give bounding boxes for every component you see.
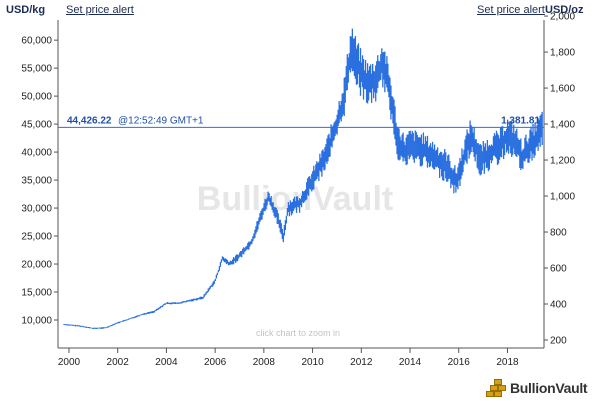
x-tick-label: 2010	[301, 357, 324, 368]
y-left-tick-label: 35,000	[21, 176, 52, 187]
x-tick-label: 2016	[448, 357, 471, 368]
y-left-tick-label: 15,000	[21, 288, 52, 299]
y-right-tick-label: 2,000	[550, 12, 575, 23]
x-tick-label: 2018	[496, 357, 519, 368]
x-tick-label: 2000	[58, 357, 81, 368]
y-left-tick-label: 10,000	[21, 316, 52, 327]
y-left-tick-label: 50,000	[21, 92, 52, 103]
x-tick-label: 2006	[204, 357, 227, 368]
zoom-hint: click chart to zoom in	[256, 328, 340, 338]
left-unit-label: USD/kg	[6, 4, 46, 16]
x-tick-label: 2014	[399, 357, 422, 368]
gold-bars-icon	[486, 378, 506, 398]
current-price-kg-label: 44,426.22	[67, 115, 112, 126]
y-right-tick-label: 1,600	[550, 84, 575, 95]
y-right-tick-label: 1,400	[550, 120, 575, 131]
y-right-tick-label: 200	[550, 335, 567, 346]
current-price-oz-label: 1,381.81	[501, 115, 540, 126]
y-right-tick-label: 600	[550, 264, 567, 275]
y-right-tick-label: 1,200	[550, 156, 575, 167]
y-left-tick-label: 45,000	[21, 120, 52, 131]
x-tick-label: 2008	[253, 357, 276, 368]
logo-text: BullionVault	[510, 380, 588, 396]
y-left-tick-label: 60,000	[21, 36, 52, 47]
right-unit-label: USD/oz	[545, 4, 584, 16]
y-left-tick-label: 40,000	[21, 148, 52, 159]
chart-header: USD/kg Set price alert Set price alert U…	[0, 0, 595, 20]
y-right-tick-label: 1,000	[550, 192, 575, 203]
x-tick-label: 2002	[107, 357, 130, 368]
y-right-tick-label: 800	[550, 228, 567, 239]
y-right-tick-label: 400	[550, 300, 567, 311]
set-price-alert-link-left[interactable]: Set price alert	[66, 4, 134, 16]
set-price-alert-link-right[interactable]: Set price alert	[477, 4, 545, 16]
bullionvault-logo: BullionVault	[486, 377, 588, 399]
x-tick-label: 2012	[350, 357, 373, 368]
x-tick-label: 2004	[155, 357, 178, 368]
y-left-tick-label: 55,000	[21, 64, 52, 75]
y-left-tick-label: 20,000	[21, 260, 52, 271]
y-left-tick-label: 25,000	[21, 232, 52, 243]
current-price-time-label: @12:52:49 GMT+1	[118, 115, 204, 126]
y-left-tick-label: 30,000	[21, 204, 52, 215]
y-right-tick-label: 1,800	[550, 48, 575, 59]
